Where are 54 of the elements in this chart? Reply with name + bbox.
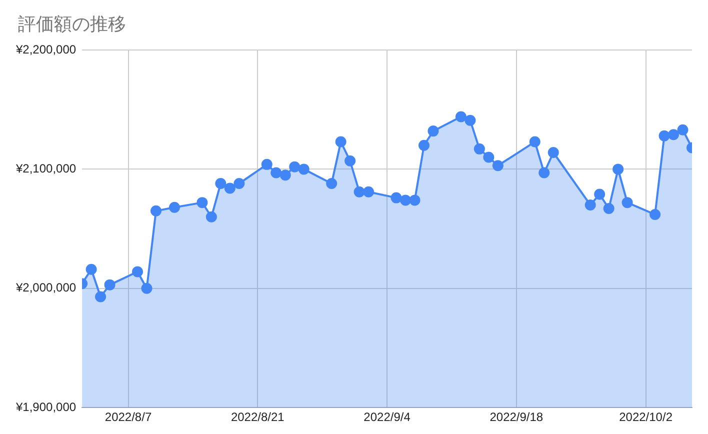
y-tick-label: ¥1,900,000 <box>14 400 76 414</box>
point <box>492 160 504 172</box>
point <box>529 136 540 148</box>
x-tick-label: 2022/8/21 <box>230 410 285 424</box>
point <box>668 129 680 140</box>
point <box>335 136 346 148</box>
point <box>280 170 291 181</box>
point <box>677 124 688 136</box>
point <box>390 192 402 204</box>
point <box>650 208 661 220</box>
point <box>104 279 116 290</box>
point <box>215 178 226 190</box>
point <box>150 205 162 216</box>
chart-title: 評価額の推移 <box>18 13 126 36</box>
point <box>289 161 300 172</box>
point <box>132 266 144 278</box>
x-tick-label: 2022/8/7 <box>104 410 152 424</box>
point <box>234 178 245 190</box>
point <box>344 155 356 166</box>
point <box>363 186 374 198</box>
x-tick-label: 2022/10/2 <box>619 410 673 424</box>
point <box>428 126 439 137</box>
point <box>622 197 633 208</box>
point <box>594 188 606 200</box>
point <box>141 282 152 294</box>
y-tick-label: ¥2,000,000 <box>14 280 76 295</box>
point <box>483 152 494 163</box>
point <box>224 182 236 194</box>
point <box>409 194 420 206</box>
point <box>86 264 97 275</box>
point <box>658 130 670 142</box>
point <box>548 147 559 158</box>
point <box>270 167 282 178</box>
point <box>584 199 596 210</box>
point <box>326 178 338 190</box>
point <box>464 114 476 126</box>
point <box>168 202 180 213</box>
point <box>400 194 412 206</box>
point <box>298 164 310 175</box>
point <box>612 164 624 175</box>
point <box>354 186 365 198</box>
y-tick-label: ¥2,100,000 <box>14 162 76 176</box>
point <box>206 211 217 222</box>
point <box>474 143 485 154</box>
point <box>418 140 430 151</box>
y-tick-label: ¥2,200,000 <box>14 42 76 56</box>
point <box>603 203 614 214</box>
point <box>455 111 466 122</box>
point <box>196 197 208 208</box>
x-tick-label: 2022/9/4 <box>364 410 411 424</box>
point <box>95 291 106 302</box>
point <box>261 158 272 170</box>
point <box>538 167 550 178</box>
x-tick-label: 2022/9/18 <box>490 410 544 424</box>
